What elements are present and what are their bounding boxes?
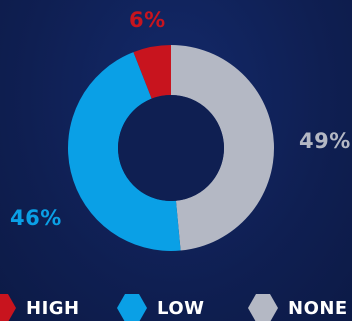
legend-label-none: NONE bbox=[288, 297, 348, 319]
slice-high[interactable] bbox=[133, 45, 171, 99]
slice-low[interactable] bbox=[68, 52, 181, 251]
legend-item-high[interactable]: HIGH bbox=[0, 294, 80, 321]
legend-item-low[interactable]: LOW bbox=[117, 294, 204, 321]
slice-label-low: 46% bbox=[10, 206, 62, 230]
legend-marker-low-icon bbox=[117, 294, 147, 321]
slice-label-none: 49% bbox=[299, 129, 351, 153]
legend-label-high: HIGH bbox=[26, 297, 80, 319]
legend-item-none[interactable]: NONE bbox=[248, 294, 348, 321]
slice-label-high: 6% bbox=[129, 8, 166, 32]
legend: HIGH LOW NONE bbox=[0, 294, 352, 321]
donut-hole bbox=[118, 95, 224, 201]
legend-marker-high-icon bbox=[0, 294, 16, 321]
legend-label-low: LOW bbox=[157, 297, 205, 319]
legend-marker-none-icon bbox=[248, 294, 278, 321]
slice-none[interactable] bbox=[171, 45, 274, 251]
